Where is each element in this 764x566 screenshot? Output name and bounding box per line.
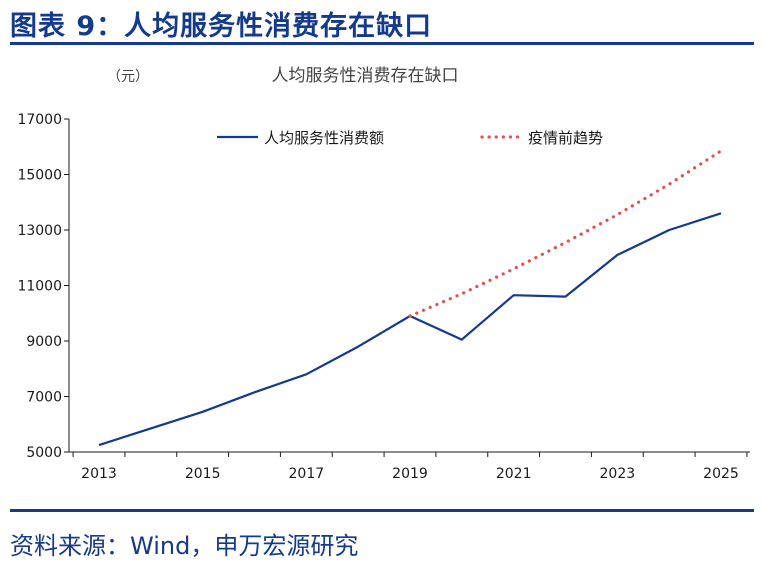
y-tick-label: 9000 [26,334,62,350]
y-tick-label: 15000 [17,168,62,184]
y-tick-label: 7000 [26,390,62,406]
series-line-1 [98,212,722,447]
y-unit-label: （元） [107,69,149,85]
header-rule [10,42,754,45]
x-tick-label: 2025 [703,466,739,482]
source-note: 资料来源：Wind，申万宏源研究 [10,532,359,560]
chart-series [98,149,723,447]
x-tick-label: 2021 [496,466,532,482]
x-tick-label: 2023 [600,466,636,482]
y-tick-label: 17000 [17,112,62,128]
x-tick-label: 2017 [289,466,325,482]
footer-rule [10,509,754,512]
legend-label-series-2: 疫情前趋势 [528,129,603,147]
y-tick-label: 13000 [17,223,62,239]
chart-legend: 人均服务性消费额 疫情前趋势 [217,129,603,147]
series-line-2 [408,149,723,318]
x-tick-label: 2013 [81,466,117,482]
x-tick-label: 2019 [392,466,428,482]
x-tick-label: 2015 [185,466,221,482]
chart-title: 人均服务性消费存在缺口 [272,66,459,86]
y-tick-label: 5000 [26,445,62,461]
figure-title: 图表 9：人均服务性消费存在缺口 [10,11,433,42]
legend-label-series-1: 人均服务性消费额 [264,129,384,147]
chart-axes: 5000 7000 9000 11000 13000 15000 17000 2013 2015… [17,112,750,482]
y-tick-label: 11000 [17,279,62,295]
